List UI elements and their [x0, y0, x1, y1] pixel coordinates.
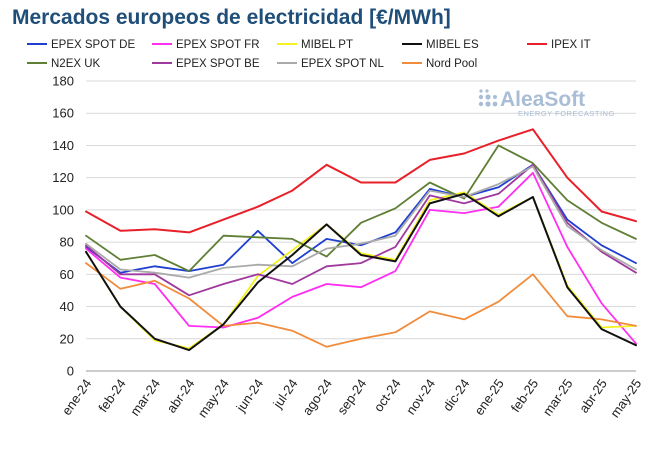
- legend: EPEX SPOT DE EPEX SPOT FR MIBEL PT MIBEL ES…: [27, 39, 591, 70]
- series-lines: [85, 128, 637, 352]
- x-tick-label: may-25: [607, 376, 644, 420]
- logo-dot: [492, 101, 498, 107]
- y-tick-label: 120: [52, 170, 74, 185]
- x-tick-label: jul-24: [269, 376, 300, 411]
- y-tick-label: 0: [67, 364, 74, 379]
- y-axis-ticks: 0 20 40 60 80 100 120 140 160 180: [52, 74, 74, 379]
- logo-dot: [478, 101, 484, 107]
- chart-title: Mercados europeos de electricidad [€/MWh…: [12, 6, 451, 29]
- x-tick-label: oct-24: [371, 376, 404, 414]
- aleasoft-logo: AleaSoft ENERGY FORECASTING: [478, 88, 615, 118]
- legend-label: EPEX SPOT DE: [51, 39, 135, 51]
- logo-name: AleaSoft: [500, 88, 585, 111]
- logo-dot: [485, 101, 491, 107]
- x-tick-label: dic-24: [440, 376, 473, 414]
- legend-item: IPEX IT: [527, 39, 591, 51]
- y-tick-label: 60: [60, 267, 74, 282]
- x-tick-label: sep-24: [334, 376, 369, 417]
- y-tick-label: 20: [60, 331, 74, 346]
- y-tick-label: 180: [52, 74, 74, 89]
- legend-label: Nord Pool: [426, 58, 477, 70]
- legend-item: Nord Pool: [402, 58, 477, 70]
- legend-item: EPEX SPOT DE: [27, 39, 135, 51]
- logo-dots-icon: [478, 89, 498, 107]
- y-tick-label: 40: [60, 299, 74, 314]
- y-tick-label: 160: [52, 106, 74, 121]
- legend-item: N2EX UK: [27, 58, 101, 70]
- x-tick-label: mar-24: [127, 376, 163, 418]
- x-tick-label: nov-24: [403, 376, 438, 417]
- series-line-nord-pool: [85, 262, 637, 348]
- logo-dot: [485, 89, 489, 93]
- logo-tagline: ENERGY FORECASTING: [518, 109, 615, 118]
- x-tick-label: ago-24: [299, 376, 335, 418]
- gridlines: [86, 80, 636, 372]
- legend-label: EPEX SPOT FR: [176, 39, 260, 51]
- x-tick-label: ene-25: [471, 376, 507, 418]
- logo-dot: [493, 95, 497, 99]
- legend-label: EPEX SPOT BE: [176, 58, 260, 70]
- legend-item: EPEX SPOT NL: [277, 58, 384, 70]
- series-line-n2ex-uk: [85, 144, 637, 273]
- x-tick-label: abr-24: [164, 376, 198, 415]
- legend-item: MIBEL PT: [277, 39, 353, 51]
- legend-item: EPEX SPOT FR: [152, 39, 260, 51]
- x-tick-label: feb-24: [95, 376, 128, 415]
- logo-dot: [485, 94, 491, 100]
- series-line-epex-spot-fr: [85, 171, 637, 345]
- x-tick-label: abr-25: [576, 376, 610, 415]
- series-line-ipex-it: [85, 128, 637, 234]
- x-tick-label: mar-25: [540, 376, 576, 418]
- legend-label: N2EX UK: [51, 58, 101, 70]
- legend-item: MIBEL ES: [402, 39, 479, 51]
- series-line-mibel-es: [85, 192, 637, 352]
- series-line-epex-spot-nl: [85, 165, 637, 279]
- y-tick-label: 140: [52, 138, 74, 153]
- legend-item: EPEX SPOT BE: [152, 58, 260, 70]
- y-tick-label: 100: [52, 202, 74, 217]
- x-tick-label: jun-24: [233, 376, 267, 415]
- x-tick-label: feb-25: [508, 376, 541, 415]
- legend-label: MIBEL ES: [426, 39, 479, 51]
- logo-dot: [479, 89, 483, 93]
- x-tick-label: may-24: [195, 376, 232, 420]
- legend-label: EPEX SPOT NL: [301, 58, 384, 70]
- logo-dot: [478, 94, 484, 100]
- legend-label: IPEX IT: [551, 39, 591, 51]
- x-tick-label: ene-24: [59, 376, 95, 418]
- y-tick-label: 80: [60, 235, 74, 250]
- series-line-epex-spot-be: [85, 163, 637, 297]
- legend-label: MIBEL PT: [301, 39, 353, 51]
